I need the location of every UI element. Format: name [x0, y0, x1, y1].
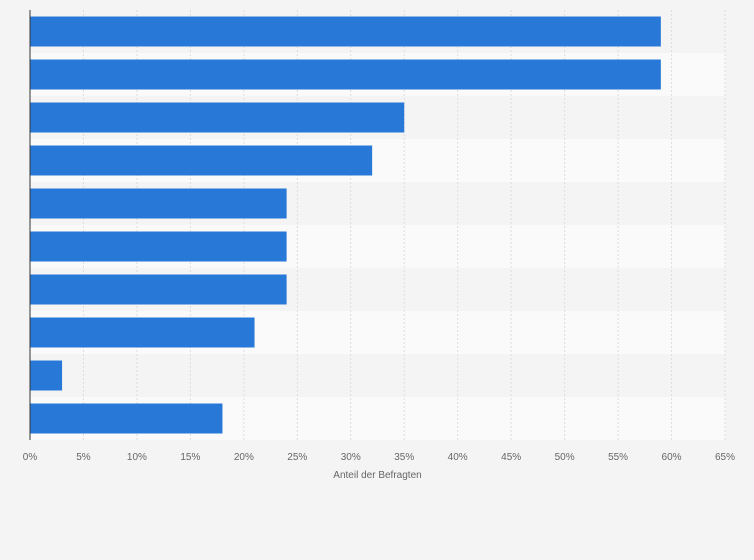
x-tick-label: 50% — [555, 452, 575, 463]
x-tick-labels: 0% 5% 10% 15% 20% 25% 30% 35% 40% 45% 50% 55% 60% 65% — [23, 452, 735, 463]
x-tick-label: 20% — [234, 452, 254, 463]
bars — [30, 16, 661, 434]
row-band — [30, 354, 725, 397]
bar — [30, 231, 287, 262]
bar — [30, 317, 255, 348]
bar — [30, 145, 373, 176]
x-tick-label: 30% — [341, 452, 361, 463]
x-tick-label: 35% — [394, 452, 414, 463]
bar — [30, 59, 661, 90]
x-tick-label: 60% — [662, 452, 682, 463]
bar — [30, 16, 661, 47]
x-tick-label: 10% — [127, 452, 147, 463]
x-tick-label: 45% — [501, 452, 521, 463]
x-tick-label: 0% — [23, 452, 38, 463]
bar — [30, 360, 63, 391]
bar — [30, 403, 223, 434]
x-tick-label: 40% — [448, 452, 468, 463]
x-tick-label: 15% — [180, 452, 200, 463]
x-tick-label: 55% — [608, 452, 628, 463]
x-tick-label: 25% — [287, 452, 307, 463]
x-axis-title: Anteil der Befragten — [333, 470, 421, 481]
bar — [30, 274, 287, 305]
bar — [30, 188, 287, 219]
x-tick-label: 5% — [76, 452, 91, 463]
bar — [30, 102, 405, 133]
x-tick-label: 65% — [715, 452, 735, 463]
